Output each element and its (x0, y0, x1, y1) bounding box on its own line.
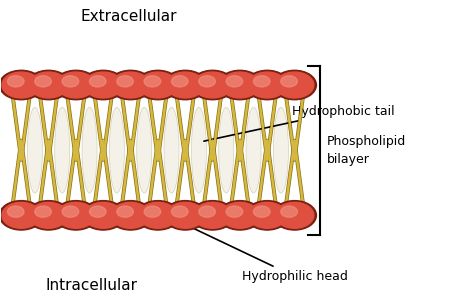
Circle shape (171, 206, 188, 217)
Circle shape (163, 70, 207, 100)
Circle shape (54, 201, 98, 230)
Circle shape (245, 70, 289, 100)
Ellipse shape (246, 107, 261, 193)
Text: Extracellular: Extracellular (80, 9, 176, 23)
Circle shape (221, 202, 259, 228)
Circle shape (84, 72, 122, 98)
Text: Phospholipid
bilayer: Phospholipid bilayer (326, 135, 406, 166)
Circle shape (138, 202, 177, 228)
Text: Hydrophilic head: Hydrophilic head (172, 218, 348, 283)
Circle shape (254, 76, 270, 87)
Ellipse shape (164, 107, 179, 193)
Circle shape (248, 72, 287, 98)
Circle shape (199, 76, 215, 87)
Circle shape (199, 206, 215, 217)
Circle shape (117, 206, 133, 217)
Circle shape (275, 72, 314, 98)
Circle shape (35, 76, 51, 87)
Circle shape (29, 72, 68, 98)
Circle shape (191, 70, 234, 100)
Circle shape (81, 70, 125, 100)
Circle shape (221, 72, 259, 98)
Circle shape (109, 201, 153, 230)
Circle shape (109, 70, 153, 100)
Circle shape (226, 206, 243, 217)
Ellipse shape (27, 107, 43, 193)
Circle shape (281, 76, 298, 87)
Circle shape (138, 72, 177, 98)
Circle shape (2, 72, 40, 98)
Circle shape (273, 70, 316, 100)
Ellipse shape (109, 107, 124, 193)
Circle shape (218, 70, 262, 100)
Circle shape (35, 206, 51, 217)
Circle shape (112, 202, 150, 228)
Circle shape (27, 70, 70, 100)
Circle shape (245, 201, 289, 230)
Circle shape (7, 206, 24, 217)
Circle shape (273, 201, 316, 230)
Circle shape (54, 70, 98, 100)
Circle shape (2, 202, 40, 228)
Circle shape (275, 202, 314, 228)
Circle shape (163, 201, 207, 230)
Text: Hydrophobic tail: Hydrophobic tail (204, 105, 395, 141)
Ellipse shape (219, 107, 234, 193)
Ellipse shape (191, 107, 207, 193)
Circle shape (0, 70, 43, 100)
Circle shape (191, 201, 234, 230)
Circle shape (193, 202, 232, 228)
Circle shape (144, 206, 161, 217)
Circle shape (57, 72, 95, 98)
Ellipse shape (55, 107, 70, 193)
Circle shape (62, 206, 79, 217)
Circle shape (90, 76, 106, 87)
Circle shape (136, 201, 180, 230)
Text: Intracellular: Intracellular (46, 278, 138, 293)
Circle shape (136, 70, 180, 100)
Circle shape (0, 201, 43, 230)
Circle shape (218, 201, 262, 230)
Circle shape (81, 201, 125, 230)
Ellipse shape (273, 107, 288, 193)
Circle shape (166, 202, 204, 228)
Circle shape (57, 202, 95, 228)
Circle shape (90, 206, 106, 217)
Circle shape (27, 201, 70, 230)
Circle shape (29, 202, 68, 228)
Circle shape (117, 76, 133, 87)
Circle shape (254, 206, 270, 217)
Circle shape (112, 72, 150, 98)
Circle shape (226, 76, 243, 87)
Ellipse shape (137, 107, 152, 193)
Circle shape (62, 76, 79, 87)
Circle shape (171, 76, 188, 87)
Circle shape (7, 76, 24, 87)
Circle shape (248, 202, 287, 228)
Ellipse shape (82, 107, 97, 193)
Circle shape (144, 76, 161, 87)
Circle shape (166, 72, 204, 98)
Circle shape (193, 72, 232, 98)
Circle shape (281, 206, 298, 217)
Circle shape (84, 202, 122, 228)
